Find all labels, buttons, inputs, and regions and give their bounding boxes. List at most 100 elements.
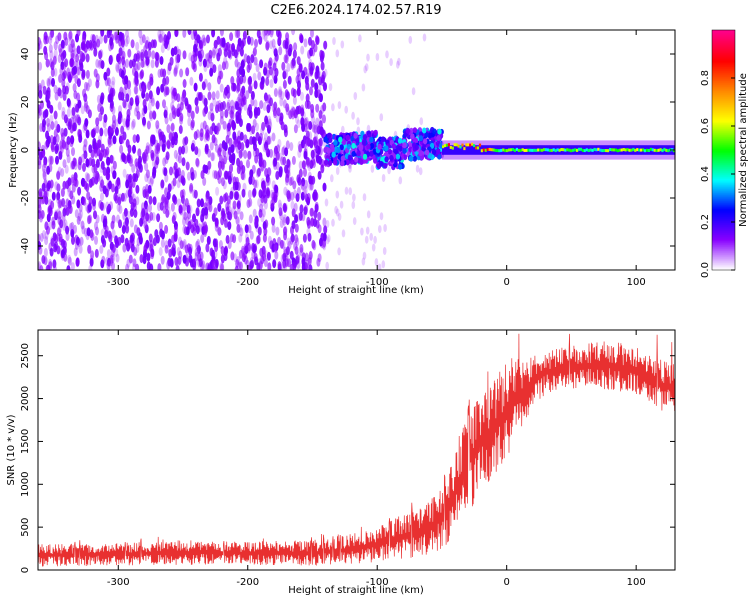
colorbar-step <box>712 210 735 213</box>
spectrogram-cell <box>141 85 146 95</box>
spectrogram-cell <box>207 91 212 101</box>
spectrogram-cell <box>366 143 371 150</box>
spectrogram-cell <box>160 131 165 141</box>
spectrogram-cell <box>132 134 137 144</box>
carrier-cell <box>541 148 544 152</box>
snr-y-tick-label: 500 <box>20 518 31 537</box>
spectrogram-cell <box>326 147 331 154</box>
carrier-cell <box>649 147 652 151</box>
spectrogram-cell <box>371 243 376 252</box>
spectrogram-cell <box>82 124 87 134</box>
spectrogram-cell <box>325 220 330 228</box>
spectrogram-cell <box>120 70 125 79</box>
spectrogram-cell <box>219 109 224 119</box>
spectrogram-cell <box>285 140 290 150</box>
spectrogram-cell <box>102 166 107 176</box>
spectrogram-cell <box>60 132 65 142</box>
carrier-cell <box>486 148 489 151</box>
spectrogram-cell <box>344 105 349 114</box>
spectrogram-cell <box>152 166 157 176</box>
spectrogram-cell <box>265 41 270 51</box>
spectrogram-cell <box>278 207 283 217</box>
spectrogram-cell <box>290 200 295 210</box>
spectrogram-cell <box>293 109 298 119</box>
spectrogram-cell <box>267 262 272 270</box>
spectrogram-cell <box>59 89 64 99</box>
spectrogram-cell <box>305 130 310 140</box>
colorbar-frame <box>711 29 736 271</box>
spectrogram-cell <box>213 249 218 259</box>
spectrogram-cell <box>344 186 349 195</box>
spectrogram-cell <box>317 211 322 221</box>
spectrogram-cell <box>284 147 289 157</box>
carrier-cell <box>525 148 528 152</box>
spectrogram-cell <box>267 235 272 245</box>
spectrogram-cell <box>125 58 129 68</box>
spectrogram-cell <box>66 108 71 118</box>
spectrogram-cell <box>182 217 187 226</box>
spectrogram-cell <box>306 192 311 202</box>
spectrogram-cell <box>266 104 271 114</box>
spectrogram-cell <box>263 227 268 236</box>
spectrogram-cell <box>87 78 92 88</box>
spectrogram-cell <box>140 69 145 79</box>
spectrogram-cell <box>241 247 246 257</box>
spectrogram-cell <box>43 156 48 166</box>
spectrogram-cell <box>314 82 319 92</box>
spectrogram-cell <box>223 89 227 99</box>
spectrogram-cell <box>175 265 180 270</box>
spectrogram-cell <box>126 108 131 118</box>
spectrogram-cell <box>379 113 384 122</box>
colorbar-step <box>712 252 735 255</box>
carrier-cell <box>624 148 627 152</box>
spectrogram-cell <box>76 45 81 55</box>
carrier-cell <box>509 148 513 152</box>
spectrogram-cell <box>118 219 122 229</box>
spectrogram-cell <box>85 53 90 63</box>
spectrogram-cell <box>134 70 139 80</box>
spectrogram-cell <box>170 246 175 256</box>
spectrogram-cell <box>278 166 283 176</box>
spectrogram-cell <box>140 210 145 220</box>
spectrogram-cell <box>379 212 384 221</box>
spectrogram-cell <box>277 236 282 246</box>
spectrogram-cell <box>260 76 265 85</box>
spectrogram-cell <box>296 56 301 66</box>
spectrogram-cell <box>106 156 111 166</box>
spectrogram-cell <box>106 67 111 77</box>
spectrogram-cell <box>114 127 119 136</box>
colorbar-step <box>712 174 735 177</box>
spectrogram-cell <box>373 235 377 244</box>
spectrogram-cell <box>283 225 288 235</box>
spectrogram-cell <box>134 77 139 87</box>
colorbar-step <box>712 268 735 271</box>
spectrogram-cell <box>373 129 378 136</box>
spectrogram-cell <box>61 198 66 207</box>
spectrogram-cell <box>38 42 41 52</box>
spectrogram-cell <box>39 211 44 221</box>
spectrogram-cell <box>236 205 241 215</box>
spectrogram-cell <box>254 219 259 229</box>
spectrogram-cell <box>72 83 77 93</box>
spectrogram-cell <box>165 208 170 218</box>
spectrogram-cell <box>93 210 97 220</box>
spectrogram-cell <box>312 121 317 130</box>
spectrogram-cell <box>384 145 389 152</box>
spectrogram-cell <box>168 112 173 122</box>
spectrogram-cell <box>315 144 320 154</box>
spectrogram-cell <box>267 135 272 145</box>
colorbar-step <box>712 250 735 253</box>
spectrogram-cell <box>331 103 335 112</box>
snr-frame <box>37 329 676 571</box>
spectrogram-cell <box>49 114 54 124</box>
spectrogram-cell <box>63 204 68 214</box>
spectrogram-cell <box>143 200 148 210</box>
colorbar-step <box>712 254 735 257</box>
spectrogram-cell <box>67 254 72 264</box>
spectrogram-cell <box>106 249 111 259</box>
spectrogram-cell <box>148 110 153 120</box>
spectrogram-cell <box>269 66 273 76</box>
spectrogram-cell <box>77 116 82 126</box>
spectrogram-cell <box>38 233 41 243</box>
spectrogram-cell <box>166 260 171 270</box>
